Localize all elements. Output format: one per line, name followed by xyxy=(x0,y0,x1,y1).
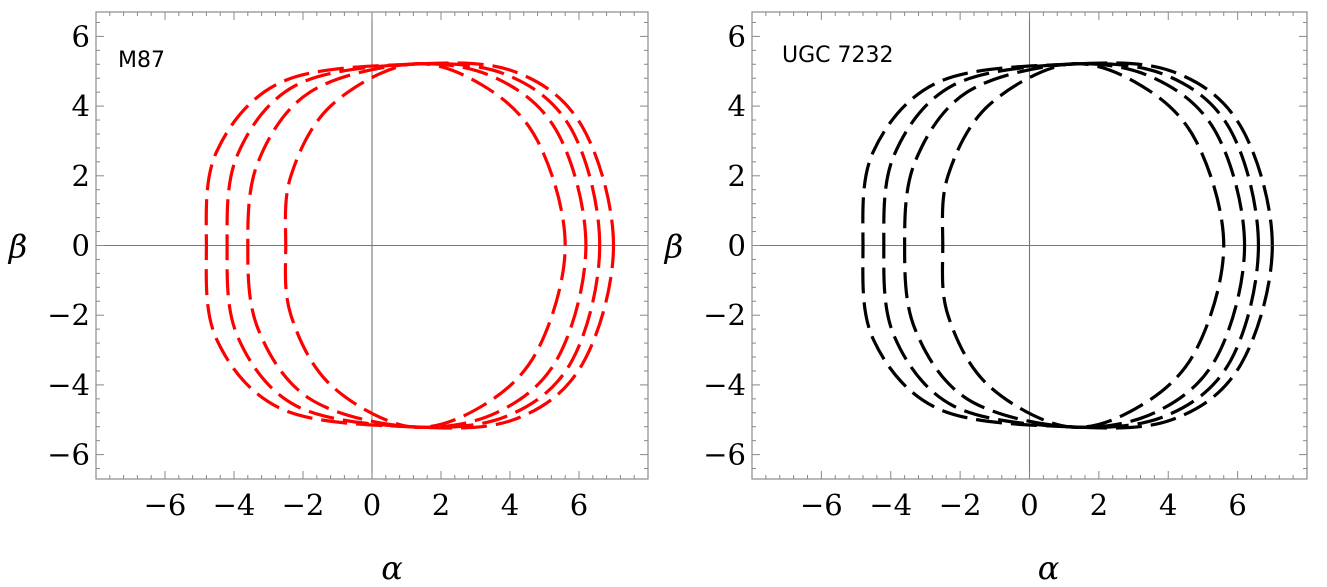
series-curve-1 xyxy=(940,62,1226,429)
series-curve-4 xyxy=(204,61,616,430)
y-tick-label: 2 xyxy=(72,159,90,193)
y-tick-label: −4 xyxy=(47,368,90,402)
x-tick-label: −6 xyxy=(800,488,843,522)
x-tick-label: −2 xyxy=(939,488,982,522)
y-tick-label: −6 xyxy=(47,438,90,472)
x-tick-label: 0 xyxy=(363,488,381,522)
x-tick-label: 0 xyxy=(1020,488,1038,522)
panel-m87: −6 −4 −2 0 2 4 6 −6 −4 −2 0 2 4 6 α β M87 xyxy=(8,11,649,587)
y-tick-label: −4 xyxy=(703,368,746,402)
x-tick-label: 2 xyxy=(1090,488,1108,522)
x-tick-label: 2 xyxy=(432,488,450,522)
x-tick-label: 4 xyxy=(501,488,519,522)
y-tick-label: 0 xyxy=(728,229,746,263)
panel-label: UGC 7232 xyxy=(782,43,894,68)
series-curve-4 xyxy=(861,61,1274,430)
y-axis-title: β xyxy=(664,228,684,266)
y-tick-label: 4 xyxy=(72,89,90,123)
y-tick-label: 4 xyxy=(728,89,746,123)
series-curve-1 xyxy=(283,62,567,429)
x-tick-label: −2 xyxy=(282,488,325,522)
x-tick-label: −6 xyxy=(144,488,187,522)
x-tick-label: 6 xyxy=(570,488,588,522)
x-tick-label: −4 xyxy=(869,488,912,522)
x-tick-label: 6 xyxy=(1228,488,1246,522)
series-curve-3 xyxy=(882,62,1261,429)
x-tick-label: −4 xyxy=(213,488,256,522)
series-curve-3 xyxy=(225,62,602,429)
x-axis-title: α xyxy=(1038,549,1060,587)
y-tick-label: −2 xyxy=(47,298,90,332)
series-curve-2 xyxy=(246,62,588,429)
y-tick-label: 2 xyxy=(728,159,746,193)
x-axis-title: α xyxy=(381,549,403,587)
y-tick-label: −6 xyxy=(703,438,746,472)
y-tick-label: 0 xyxy=(72,229,90,263)
y-axis-title: β xyxy=(8,228,28,266)
y-tick-label: 6 xyxy=(72,19,90,53)
y-tick-label: −2 xyxy=(703,298,746,332)
panel-ugc-7232: −6 −4 −2 0 2 4 6 −6 −4 −2 0 2 4 6 α β UGC 7232 xyxy=(664,11,1308,587)
y-tick-label: 6 xyxy=(728,19,746,53)
panel-label: M87 xyxy=(118,48,165,73)
x-tick-label: 4 xyxy=(1159,488,1177,522)
series-curve-2 xyxy=(903,62,1247,429)
